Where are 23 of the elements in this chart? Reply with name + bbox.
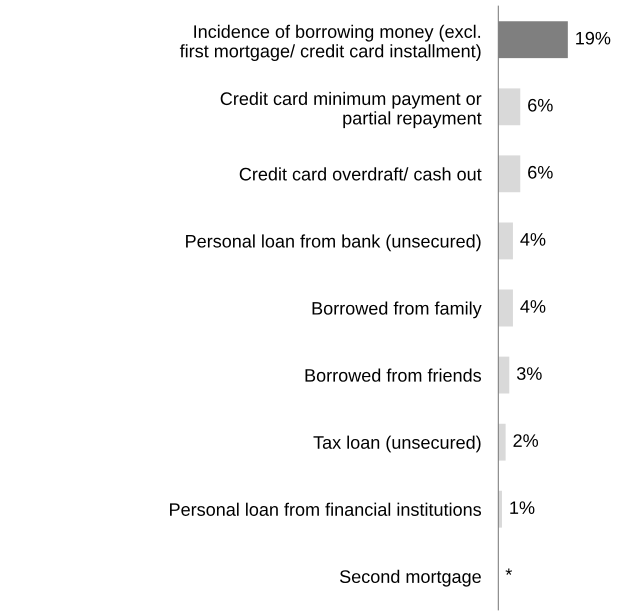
data-label: 3%	[516, 367, 542, 380]
text: *	[506, 568, 512, 575]
bar	[498, 356, 510, 394]
data-label: 4%	[520, 233, 546, 246]
y-tick-label: Personal loan from bank (unsecured)	[186, 234, 481, 252]
data-label: 2%	[514, 434, 538, 447]
data-label: 4%	[520, 300, 546, 313]
y-tick-label: Borrowed from friends	[306, 368, 482, 382]
data-label: 6%	[528, 98, 553, 112]
y-tick-label: Tax loan (unsecured)	[313, 436, 481, 452]
y-tick-label: Borrowed from family	[312, 301, 482, 318]
bar	[498, 290, 513, 326]
data-label: 19%	[576, 32, 610, 45]
bar	[498, 155, 520, 192]
y-tick-label: Personal loan from financial institutions	[170, 502, 482, 516]
y-tick-label: Incidence of borrowing money (excl. first mortgage/ credit card installment)	[180, 24, 481, 62]
y-tick-label: Second mortgage	[340, 570, 481, 587]
bar	[498, 88, 520, 126]
data-label: 6%	[528, 166, 553, 179]
y-tick-label: Credit card minimum payment or partial repayment	[220, 92, 482, 128]
bar	[498, 222, 513, 260]
y-tick-label: Credit card overdraft/ cash out	[240, 167, 482, 181]
data-label: 1%	[510, 501, 534, 514]
